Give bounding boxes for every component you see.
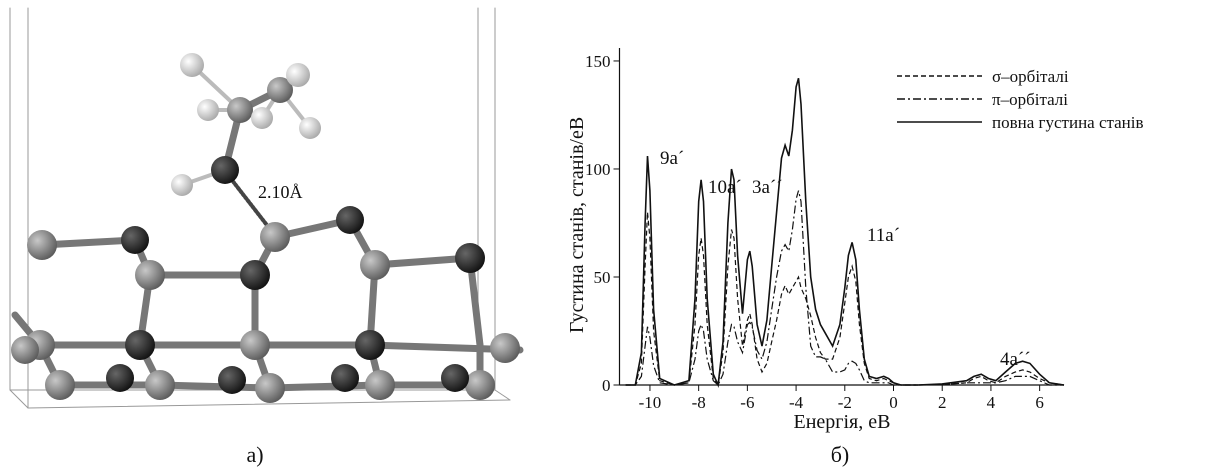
series-line [625, 212, 1065, 387]
y-axis-label: Густина станів, станів/еВ [566, 117, 588, 333]
structure [9, 7, 524, 409]
legend-label: π–орбіталі [992, 90, 1068, 109]
series-line [625, 190, 1064, 386]
bond-label: 2.10Å [258, 182, 303, 202]
panel-caption: а) [246, 442, 263, 467]
legend-label: σ–орбіталі [992, 67, 1069, 86]
y-tick-label: 0 [602, 376, 611, 395]
y-tick-label: 50 [594, 268, 611, 287]
peak-annotation: 9a´ [660, 148, 684, 169]
x-tick-label: -4 [789, 393, 804, 412]
peak-annotation: 10a´ [708, 177, 742, 198]
chart-caption: б) [831, 442, 850, 467]
x-tick-label: -10 [639, 393, 662, 412]
x-tick-label: 4 [987, 393, 996, 412]
peak-annotation: 3a´´ [752, 177, 783, 198]
series-line [625, 77, 1065, 389]
x-tick-label: -2 [838, 393, 852, 412]
x-tick-label: 2 [938, 393, 947, 412]
x-tick-label: -8 [692, 393, 706, 412]
peak-annotation: 11a´ [867, 225, 900, 246]
y-tick-label: 100 [585, 160, 611, 179]
x-tick-label: -6 [740, 393, 754, 412]
x-axis-label: Енергія, еВ [794, 411, 891, 433]
y-tick-label: 150 [585, 52, 611, 71]
x-tick-label: 6 [1035, 393, 1044, 412]
peak-annotation: 4a´´ [1000, 349, 1031, 370]
legend-label: повна густина станів [992, 113, 1144, 132]
x-tick-label: 0 [889, 393, 898, 412]
